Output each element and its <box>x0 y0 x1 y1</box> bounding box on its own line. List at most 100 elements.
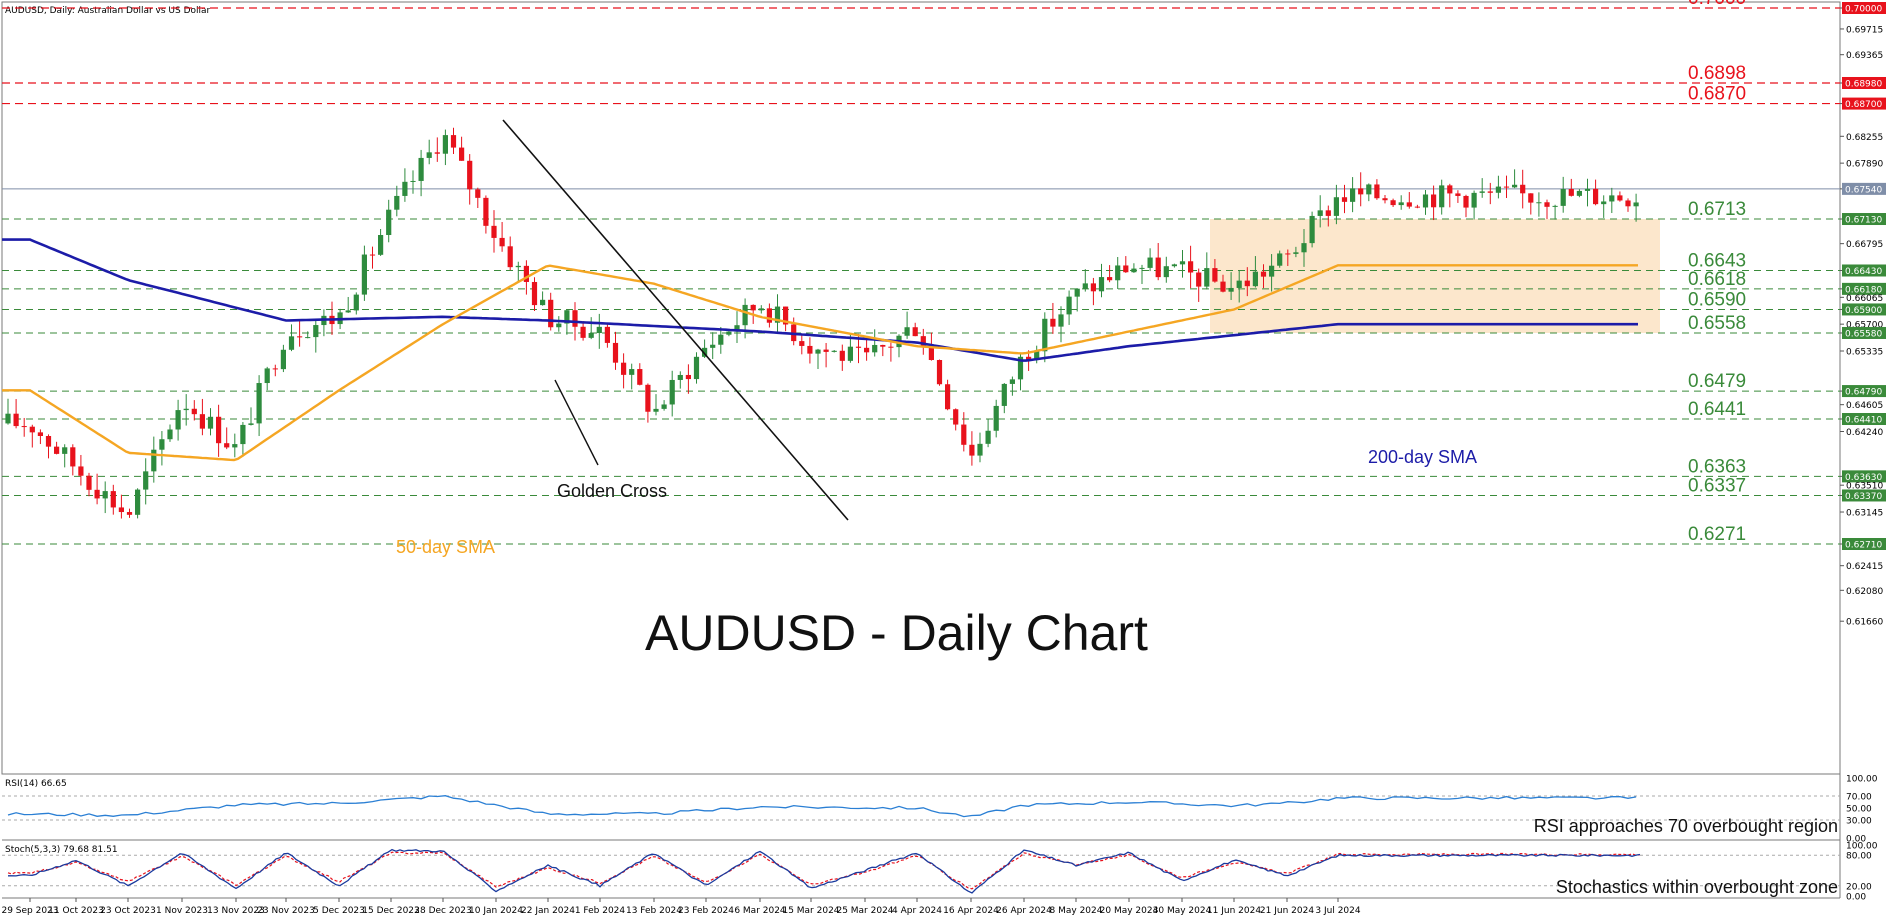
bull-candle-body <box>1398 202 1404 206</box>
price-marker <box>1842 213 1886 226</box>
bull-candle-body <box>264 368 270 384</box>
bear-candle-body <box>1212 268 1218 282</box>
bear-candle-body <box>467 160 473 190</box>
date-tick-label: 8 May 2024 <box>1050 906 1103 916</box>
price-marker <box>1842 264 1886 277</box>
bull-candle-body <box>442 135 448 154</box>
bull-candle-body <box>207 416 214 429</box>
price-tick-label: 0.65335 <box>1846 347 1883 357</box>
bull-candle-body <box>426 152 432 158</box>
support-level-label: 0.6643 <box>1688 250 1746 271</box>
bull-candle-body <box>758 308 764 311</box>
bull-candle-body <box>1179 261 1186 265</box>
bear-candle-body <box>1487 191 1493 193</box>
price-levels: 0.70000.68980.68700.67130.66430.66180.65… <box>2 0 1840 545</box>
bull-candle-body <box>629 369 635 375</box>
bull-candle-body <box>1204 268 1210 287</box>
date-tick-label: 1 Feb 2024 <box>575 906 626 916</box>
price-marker-label: 0.65580 <box>1845 329 1882 339</box>
bear-candle-body <box>499 237 505 247</box>
bear-candle-body <box>1528 193 1534 203</box>
bear-candle-body <box>1358 188 1364 195</box>
bull-candle-body <box>847 346 853 361</box>
bear-candle-body <box>1431 194 1437 208</box>
bear-candle-body <box>21 426 27 428</box>
date-tick-label: 6 Mar 2024 <box>734 906 786 916</box>
bear-candle-body <box>531 281 538 306</box>
bull-candle-body <box>1439 185 1445 208</box>
support-level-label: 0.6441 <box>1688 399 1746 420</box>
price-tick-label: 0.61660 <box>1846 618 1883 628</box>
date-tick-label: 22 Jan 2024 <box>521 906 575 916</box>
bear-candle-body <box>1406 202 1412 207</box>
date-tick-label: 5 Dec 2023 <box>313 906 365 916</box>
resistance-level-label: 0.7000 <box>1688 0 1746 9</box>
price-marker-label: 0.64410 <box>1845 416 1882 426</box>
candlesticks <box>5 127 1639 519</box>
price-marker <box>1842 538 1886 550</box>
bear-candle-body <box>199 414 205 429</box>
stoch-label: Stoch(5,3,3) 79.68 81.51 <box>5 845 118 855</box>
price-marker <box>1842 326 1886 339</box>
bear-candle-body <box>1107 277 1113 281</box>
bull-candle-body <box>1252 271 1258 287</box>
bull-candle-body <box>1512 184 1518 188</box>
bull-candle-body <box>183 408 189 411</box>
stoch-tick-label: 0.00 <box>1846 893 1866 903</box>
bear-candle-body <box>750 304 756 311</box>
bull-candle-body <box>774 306 781 323</box>
price-marker-label: 0.67540 <box>1845 185 1882 195</box>
bull-candle-body <box>588 333 594 338</box>
bull-candle-body <box>977 443 983 456</box>
price-marker <box>1842 413 1886 426</box>
bull-candle-body <box>661 404 667 409</box>
bear-candle-body <box>70 447 76 467</box>
golden-cross-label: Golden Cross <box>557 481 667 501</box>
date-tick-label: 11 Jun 2024 <box>1207 906 1261 916</box>
sma50-label: 50-day SMA <box>396 537 495 557</box>
price-marker-label: 0.63630 <box>1845 473 1882 483</box>
bear-candle-body <box>945 384 951 410</box>
price-tick-label: 0.68255 <box>1846 133 1883 143</box>
bull-candle-body <box>1552 205 1558 207</box>
bull-candle-body <box>1366 184 1372 195</box>
bear-candle-body <box>78 466 84 476</box>
rsi-tick-label: 50.00 <box>1846 805 1872 815</box>
price-tick-label: 0.63510 <box>1846 482 1883 492</box>
date-tick-label: 15 Dec 2023 <box>362 906 420 916</box>
bull-candle-body <box>151 449 157 472</box>
bear-candle-body <box>1463 195 1469 208</box>
bull-candle-body <box>564 310 570 324</box>
bear-candle-body <box>928 346 934 360</box>
bear-candle-body <box>823 349 829 352</box>
bull-candle-body <box>1058 314 1064 327</box>
bear-candle-body <box>191 408 197 415</box>
bear-candle-body <box>1625 200 1631 207</box>
bear-candle-body <box>483 197 489 226</box>
bull-candle-body <box>143 471 149 490</box>
bear-candle-body <box>459 147 465 161</box>
bull-candle-body <box>596 326 602 334</box>
bear-candle-body <box>29 426 35 433</box>
bull-candle-body <box>159 439 165 450</box>
price-tick-label: 0.64240 <box>1846 428 1883 438</box>
bull-candle-body <box>418 157 424 181</box>
bull-candle-body <box>1017 356 1024 380</box>
bull-candle-body <box>515 265 521 268</box>
bull-candle-body <box>556 323 562 328</box>
bear-candle-body <box>1155 257 1161 278</box>
bear-candle-body <box>1260 271 1267 277</box>
sma200-label: 200-day SMA <box>1368 447 1477 467</box>
bull-candle-body <box>232 444 238 448</box>
bull-candle-body <box>904 327 910 336</box>
bull-candle-body <box>1066 296 1072 315</box>
bear-candle-body <box>783 306 789 325</box>
rsi-tick-label: 100.00 <box>1846 775 1878 785</box>
bull-candle-body <box>1082 283 1088 289</box>
rsi-note: RSI approaches 70 overbought region <box>1534 816 1838 836</box>
bull-candle-body <box>1317 210 1323 216</box>
bull-candle-body <box>540 299 546 306</box>
price-marker <box>1842 470 1886 483</box>
bull-candle-body <box>288 336 295 350</box>
